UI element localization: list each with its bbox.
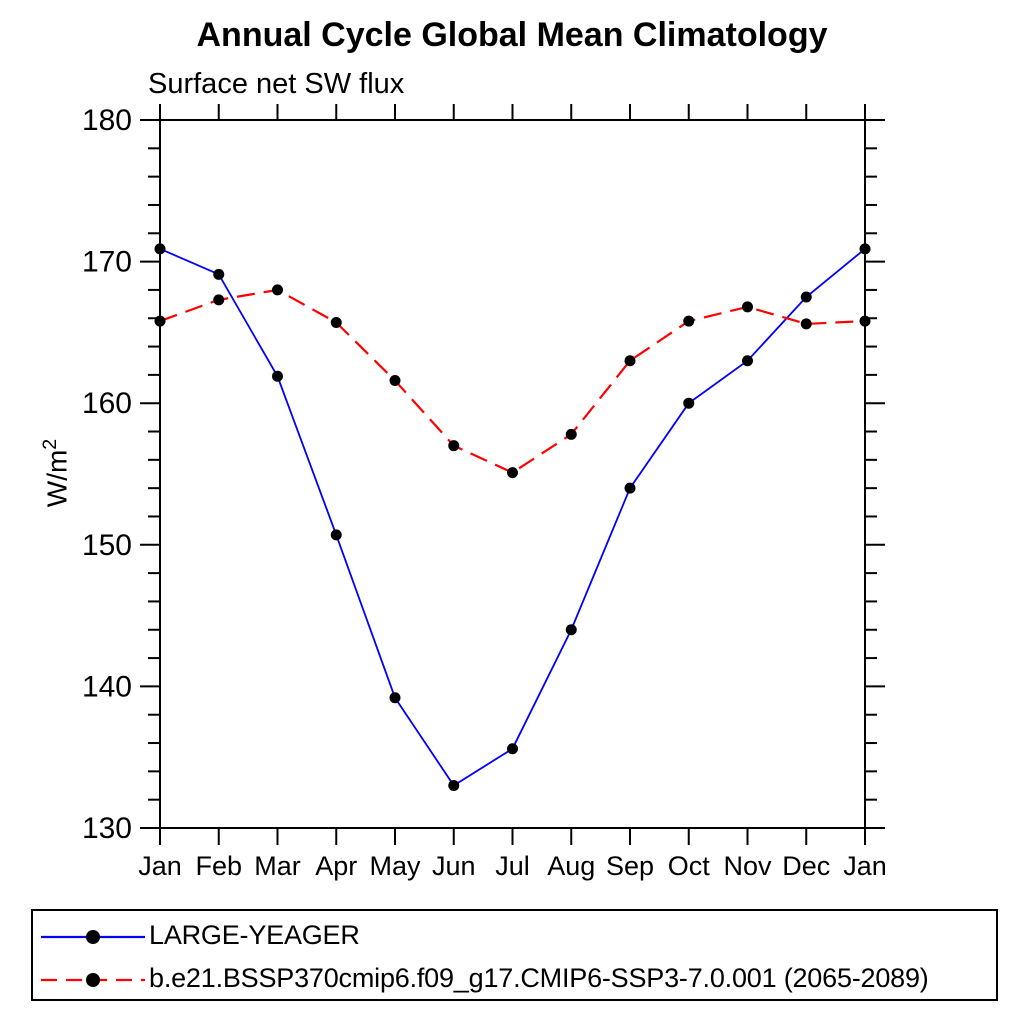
x-tick-label: Apr — [315, 851, 357, 881]
data-point-marker — [389, 692, 401, 704]
chart-subtitle: Surface net SW flux — [148, 68, 405, 100]
data-point-marker — [565, 428, 577, 440]
x-tick-label: Dec — [782, 851, 830, 881]
legend-label: b.e21.BSSP370cmip6.f09_g17.CMIP6-SSP3-7.… — [149, 963, 929, 993]
x-tick-label: Oct — [668, 851, 711, 881]
x-tick-label: Jan — [138, 851, 182, 881]
legend-box: LARGE-YEAGER b.e21.BSSP370cmip6.f09_g17.… — [31, 909, 998, 1001]
data-point-marker — [742, 301, 753, 313]
data-point-marker — [565, 624, 577, 636]
y-tick-label: 160 — [82, 387, 132, 420]
x-tick-label: Aug — [547, 851, 595, 881]
series-line — [159, 248, 866, 787]
data-point-marker — [330, 529, 342, 541]
data-point-marker — [859, 315, 871, 327]
data-point-marker — [624, 355, 636, 367]
series-line — [159, 288, 866, 474]
data-point-marker — [272, 370, 283, 382]
data-point-marker — [859, 243, 871, 255]
y-tick-label: 150 — [82, 529, 132, 562]
x-tick-label: May — [369, 851, 421, 881]
data-point-marker — [154, 315, 166, 327]
legend-entry-large-yeager: LARGE-YEAGER — [33, 914, 996, 957]
legend-entry-cmip6-ssp3: b.e21.BSSP370cmip6.f09_g17.CMIP6-SSP3-7.… — [33, 957, 996, 1000]
x-tick-label: Jan — [843, 851, 887, 881]
data-point-marker — [742, 355, 753, 367]
data-point-marker — [448, 780, 460, 792]
data-point-marker — [154, 243, 166, 255]
data-point-marker — [330, 316, 342, 328]
x-tick-label: Nov — [723, 851, 772, 881]
x-tick-label: Mar — [254, 851, 301, 881]
y-tick-label: 170 — [82, 246, 132, 279]
x-tick-label: Jul — [495, 851, 530, 881]
data-point-marker — [683, 315, 695, 327]
data-point-marker — [683, 397, 695, 409]
data-point-marker — [213, 268, 225, 280]
data-point-marker — [507, 467, 518, 479]
chart-title: Annual Cycle Global Mean Climatology — [196, 16, 828, 54]
data-point-marker — [624, 482, 636, 494]
x-tick-label: Jun — [432, 851, 476, 881]
data-point-marker — [507, 743, 518, 755]
data-point-marker — [800, 318, 812, 330]
x-tick-label: Feb — [195, 851, 242, 881]
data-point-marker — [800, 291, 812, 303]
data-point-marker — [272, 284, 283, 296]
y-tick-label: 180 — [82, 104, 132, 137]
legend-line-sample-red-dashed — [41, 972, 145, 987]
legend-line-sample-blue-solid — [41, 929, 145, 944]
x-tick-label: Sep — [606, 851, 654, 881]
legend-label: LARGE-YEAGER — [149, 920, 360, 950]
data-point-marker — [213, 294, 225, 306]
data-point-marker — [389, 375, 401, 387]
data-point-marker — [448, 440, 460, 452]
y-tick-label: 140 — [82, 670, 132, 703]
y-tick-label: 130 — [82, 812, 132, 845]
